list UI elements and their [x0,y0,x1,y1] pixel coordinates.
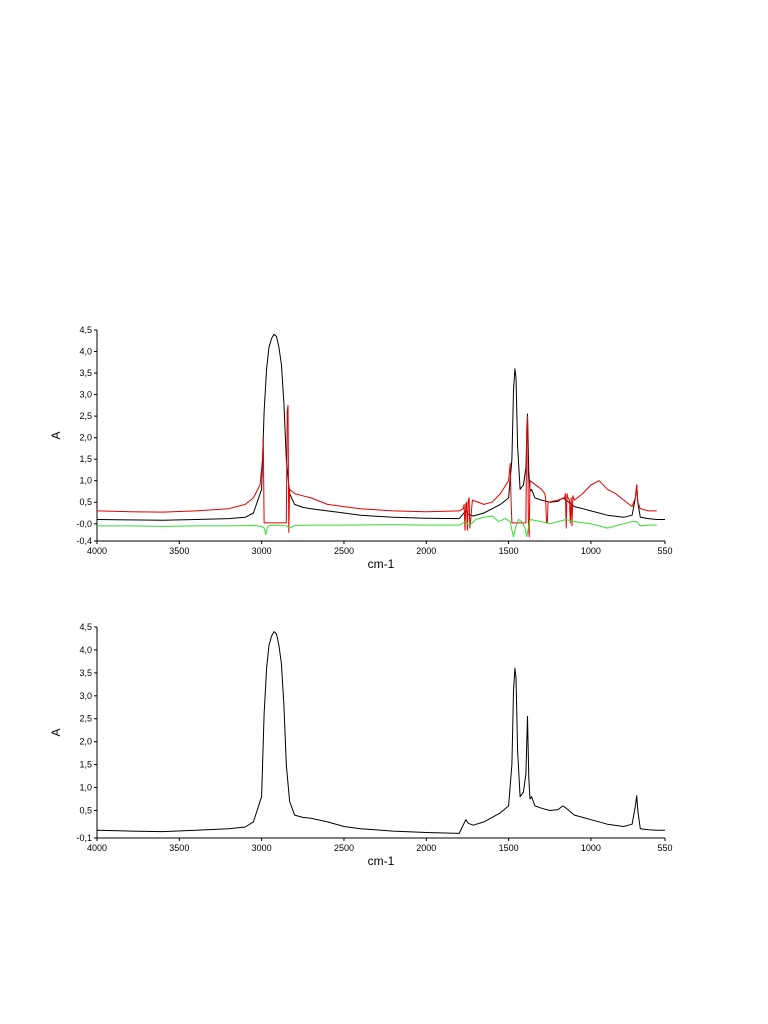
series-line-0 [96,631,665,834]
series-line-2 [97,515,657,538]
y-tick-label: 3,0 [79,390,92,400]
y-tick-label: -0,1 [76,833,92,843]
x-tick-label: 4000 [87,843,107,853]
y-tick-label: 3,0 [79,691,92,701]
x-tick-label: 1500 [499,546,519,556]
y-tick-label: 2,0 [79,433,92,443]
y-tick-label: -0,0 [76,519,92,529]
x-tick-label: 3000 [252,843,272,853]
x-tick-label: 2000 [416,546,436,556]
y-tick-label: 0,5 [79,805,92,815]
y-tick-label: 4,0 [79,645,92,655]
x-axis-label: cm-1 [368,557,395,571]
y-tick-label: 4,5 [79,622,92,632]
x-axis-label: cm-1 [368,854,395,868]
x-tick-label: 3500 [169,843,189,853]
y-tick-label: 4,0 [79,347,92,357]
chart-top: 4000 3500 3000 2500 2000 1500 1000 550 -0,4 -0,0 0… [49,325,673,571]
series-line-0 [96,333,665,521]
y-tick-label: 1,0 [79,783,92,793]
y-tick-label: 3,5 [79,668,92,678]
x-tick-label: 2500 [334,843,354,853]
y-tick-label: 2,5 [79,411,92,421]
x-tick-label: 4000 [87,546,107,556]
y-tick-label: 0,5 [79,497,92,507]
y-tick-label: -0,4 [76,536,92,546]
x-tick-label: 1500 [499,843,519,853]
y-tick-label: 2,5 [79,714,92,724]
y-axis-label: A [49,728,63,736]
x-tick-label: 1000 [581,843,601,853]
x-tick-label: 550 [657,843,672,853]
y-tick-label: 2,0 [79,737,92,747]
x-tick-label: 2500 [334,546,354,556]
y-tick-label: 1,5 [79,760,92,770]
x-tick-label: 3000 [252,546,272,556]
x-tick-label: 2000 [416,843,436,853]
y-tick-label: 1,0 [79,476,92,486]
y-tick-label: 1,5 [79,454,92,464]
y-tick-label: 3,5 [79,368,92,378]
x-tick-label: 3500 [169,546,189,556]
x-tick-label: 1000 [581,546,601,556]
y-tick-label: 4,5 [79,325,92,335]
series-line-1 [96,404,657,538]
y-axis-label: A [49,431,63,439]
x-tick-label: 550 [657,546,672,556]
chart-bottom: 4000 3500 3000 2500 2000 1500 1000 550 -0,1 0,5 1,… [49,622,673,868]
